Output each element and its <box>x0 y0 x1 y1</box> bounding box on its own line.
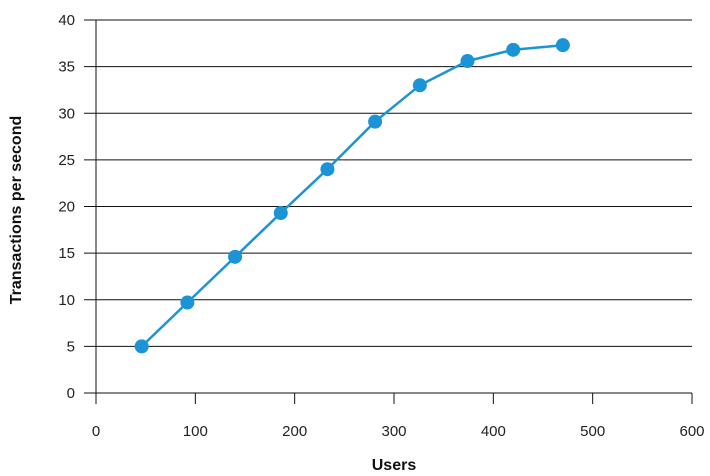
y-tick-label-5: 5 <box>67 338 75 355</box>
data-point-0-9 <box>555 38 570 53</box>
y-tick-label-0: 0 <box>67 385 75 402</box>
series-line-0 <box>140 43 564 348</box>
data-point-0-1 <box>180 295 195 310</box>
x-tick-label-400: 400 <box>481 423 506 440</box>
data-point-0-5 <box>368 114 383 129</box>
axes <box>84 20 693 404</box>
data-point-0-3 <box>273 206 288 221</box>
y-tick-label-25: 25 <box>58 152 75 169</box>
x-tick-label-600: 600 <box>679 423 704 440</box>
data-point-0-6 <box>412 78 427 93</box>
y-tick-label-10: 10 <box>58 292 75 309</box>
x-tick-label-300: 300 <box>381 423 406 440</box>
y-tick-label-20: 20 <box>58 199 75 216</box>
data-point-0-7 <box>460 54 475 69</box>
y-tick-label-35: 35 <box>58 59 75 76</box>
x-axis-title: Users <box>372 457 417 474</box>
x-tick-label-200: 200 <box>282 423 307 440</box>
data-point-0-4 <box>320 162 335 177</box>
y-tick-label-30: 30 <box>58 105 75 122</box>
data-point-0-0 <box>134 339 149 354</box>
y-tick-label-40: 40 <box>58 12 75 29</box>
x-tick-label-100: 100 <box>183 423 208 440</box>
data-point-0-8 <box>506 42 521 57</box>
data-point-0-2 <box>228 249 243 264</box>
y-axis-title: Transactions per second <box>8 116 25 305</box>
x-tick-label-500: 500 <box>580 423 605 440</box>
x-tick-label-0: 0 <box>92 423 100 440</box>
gridlines <box>84 19 692 347</box>
y-tick-label-15: 15 <box>58 245 75 262</box>
data-series <box>134 38 570 354</box>
